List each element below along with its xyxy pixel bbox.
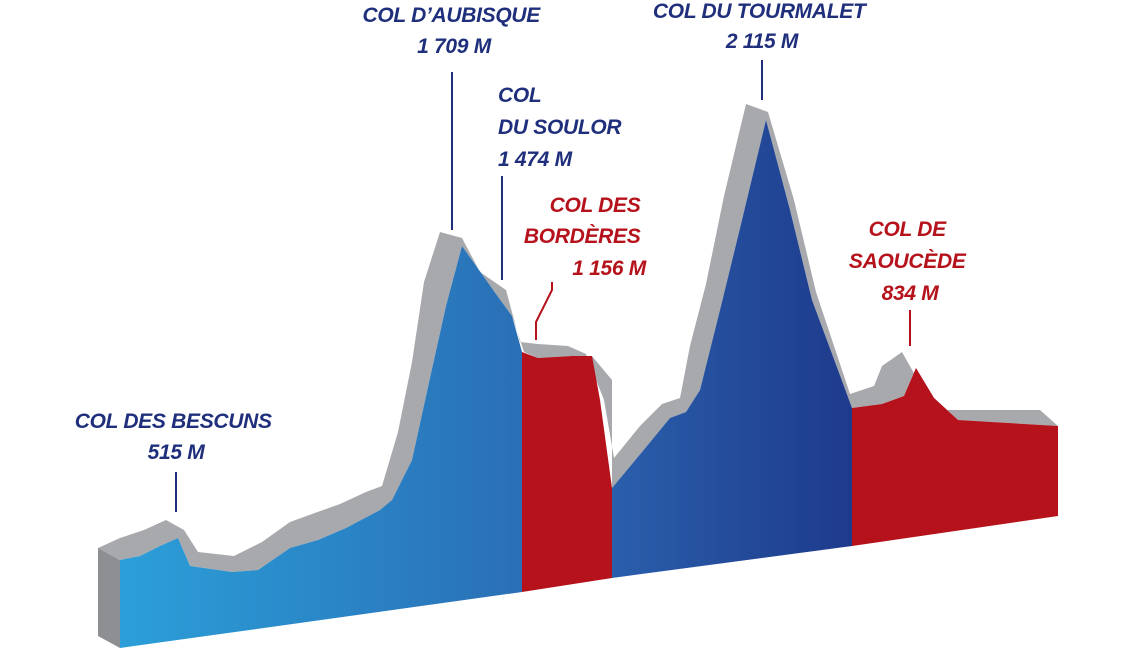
profile-section-red-saoucede bbox=[852, 368, 1058, 546]
leader-borderes bbox=[535, 282, 553, 340]
label-tourmalet: COL DU TOURMALET 2 115 M bbox=[653, 0, 871, 53]
label-bescuns: COL DES BESCUNS 515 M bbox=[75, 410, 278, 464]
label-aubisque: COL D’AUBISQUE 1 709 M bbox=[363, 4, 546, 58]
label-soulor: COL DU SOULOR 1 474 M bbox=[498, 84, 627, 171]
label-borderes: COL DES BORDÈRES 1 156 M bbox=[524, 194, 647, 280]
profile-end-cap bbox=[98, 548, 120, 648]
profile-section-blue-aubisque-soulor bbox=[120, 246, 522, 648]
profile-section-red-borderes bbox=[522, 352, 612, 592]
label-saoucede: COL DE SAOUCÈDE 834 M bbox=[849, 218, 971, 305]
profile-section-blue-tourmalet bbox=[612, 120, 852, 578]
